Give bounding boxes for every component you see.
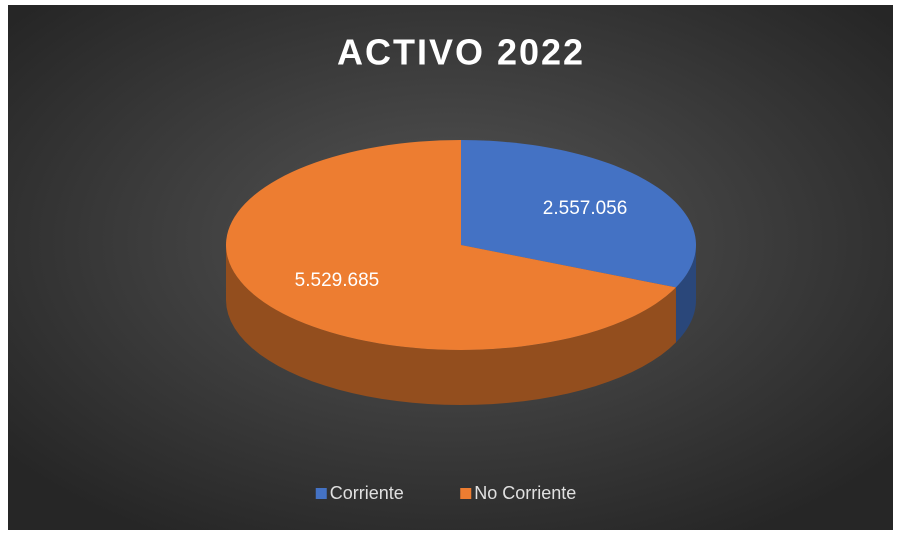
legend-swatch <box>315 488 327 499</box>
data-label: 5.529.685 <box>295 270 380 291</box>
slice-side <box>675 245 696 343</box>
legend-label: No Corriente <box>474 483 576 503</box>
slice <box>226 140 676 351</box>
slice <box>461 140 697 288</box>
chart-title: ACTIVO 2022 <box>337 32 585 73</box>
legend-swatch <box>460 488 472 499</box>
slice-side <box>226 245 676 405</box>
legend-label: Corriente <box>330 483 404 503</box>
data-label: 2.557.056 <box>543 198 628 219</box>
